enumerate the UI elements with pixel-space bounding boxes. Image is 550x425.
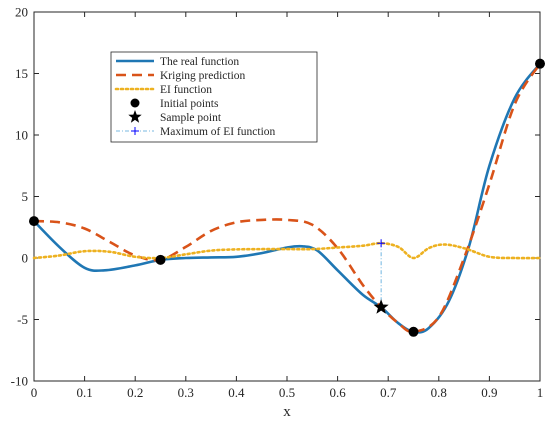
marker-circle-0 [29,216,39,227]
x-tick-label: 0.8 [431,385,447,400]
legend-label-4: Sample point [160,112,222,124]
x-tick-label: 0.3 [178,385,194,400]
marker-star-0 [373,299,389,314]
legend-label-3: Initial points [160,98,219,110]
legend: The real function Kriging prediction EI fu… [110,51,318,143]
marker-circle-2 [408,326,419,337]
legend-label-0: The real function [160,56,239,68]
x-axis-label: x [283,404,291,420]
marker-plus-0 [377,239,386,248]
x-tick-label: 1 [537,385,544,400]
legend-label-1: Kriging prediction [160,70,246,82]
y-tick-label: 20 [15,5,28,20]
series-line-2 [32,241,542,260]
legend-box [110,51,318,143]
axis-ticks: 0 0.1 0.2 0.3 0.4 0.5 0.6 0.7 0.8 0.9 1 -10 -5 0 5 10 15… [11,5,544,401]
marker-circle-3 [535,58,545,69]
x-tick-label: 0.5 [279,385,295,400]
x-tick-label: 0.9 [481,385,497,400]
x-tick-label: 0.2 [127,385,143,400]
y-tick-label: -10 [11,374,28,389]
y-tick-label: 10 [15,128,28,143]
y-tick-label: 5 [22,189,29,204]
x-tick-label: 0.7 [380,385,397,400]
x-tick-label: 0 [31,385,38,400]
y-tick-label: 15 [15,66,28,81]
legend-swatch-5 [131,127,139,135]
legend-swatch-3 [130,98,140,108]
x-tick-label: 0.4 [228,385,245,400]
legend-label-2: EI function [160,84,212,96]
y-tick-label: 0 [22,251,29,266]
legend-label-5: Maximum of EI function [160,126,276,138]
series-lines [32,62,542,334]
x-tick-label: 0.1 [76,385,92,400]
series-line-1 [33,62,542,334]
data-markers [29,58,545,337]
marker-circle-1 [155,254,166,265]
x-tick-label: 0.6 [329,385,346,400]
legend-swatch-4 [128,110,142,123]
y-tick-label: -5 [17,312,28,327]
